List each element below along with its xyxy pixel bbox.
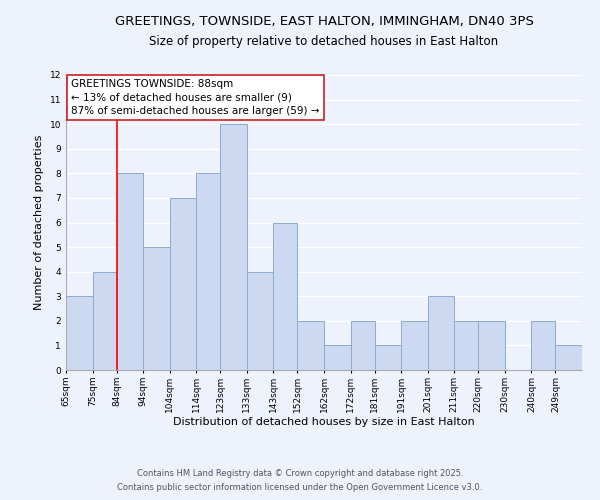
Text: GREETINGS, TOWNSIDE, EAST HALTON, IMMINGHAM, DN40 3PS: GREETINGS, TOWNSIDE, EAST HALTON, IMMING… bbox=[115, 15, 533, 28]
Y-axis label: Number of detached properties: Number of detached properties bbox=[34, 135, 44, 310]
Bar bbox=[478, 321, 505, 370]
Bar bbox=[143, 247, 170, 370]
Bar bbox=[92, 272, 116, 370]
Bar bbox=[170, 198, 196, 370]
Bar bbox=[66, 296, 92, 370]
Bar bbox=[454, 321, 478, 370]
Bar bbox=[532, 321, 556, 370]
Text: GREETINGS TOWNSIDE: 88sqm
← 13% of detached houses are smaller (9)
87% of semi-d: GREETINGS TOWNSIDE: 88sqm ← 13% of detac… bbox=[71, 80, 320, 116]
Bar bbox=[247, 272, 274, 370]
X-axis label: Distribution of detached houses by size in East Halton: Distribution of detached houses by size … bbox=[173, 418, 475, 428]
Bar bbox=[401, 321, 428, 370]
Bar bbox=[324, 346, 350, 370]
Text: Contains public sector information licensed under the Open Government Licence v3: Contains public sector information licen… bbox=[118, 484, 482, 492]
Bar bbox=[116, 174, 143, 370]
Bar bbox=[220, 124, 247, 370]
Bar bbox=[298, 321, 324, 370]
Bar bbox=[196, 174, 220, 370]
Bar bbox=[350, 321, 374, 370]
Text: Size of property relative to detached houses in East Halton: Size of property relative to detached ho… bbox=[149, 35, 499, 48]
Bar bbox=[428, 296, 454, 370]
Bar bbox=[274, 222, 298, 370]
Bar bbox=[374, 346, 401, 370]
Bar bbox=[556, 346, 582, 370]
Text: Contains HM Land Registry data © Crown copyright and database right 2025.: Contains HM Land Registry data © Crown c… bbox=[137, 468, 463, 477]
